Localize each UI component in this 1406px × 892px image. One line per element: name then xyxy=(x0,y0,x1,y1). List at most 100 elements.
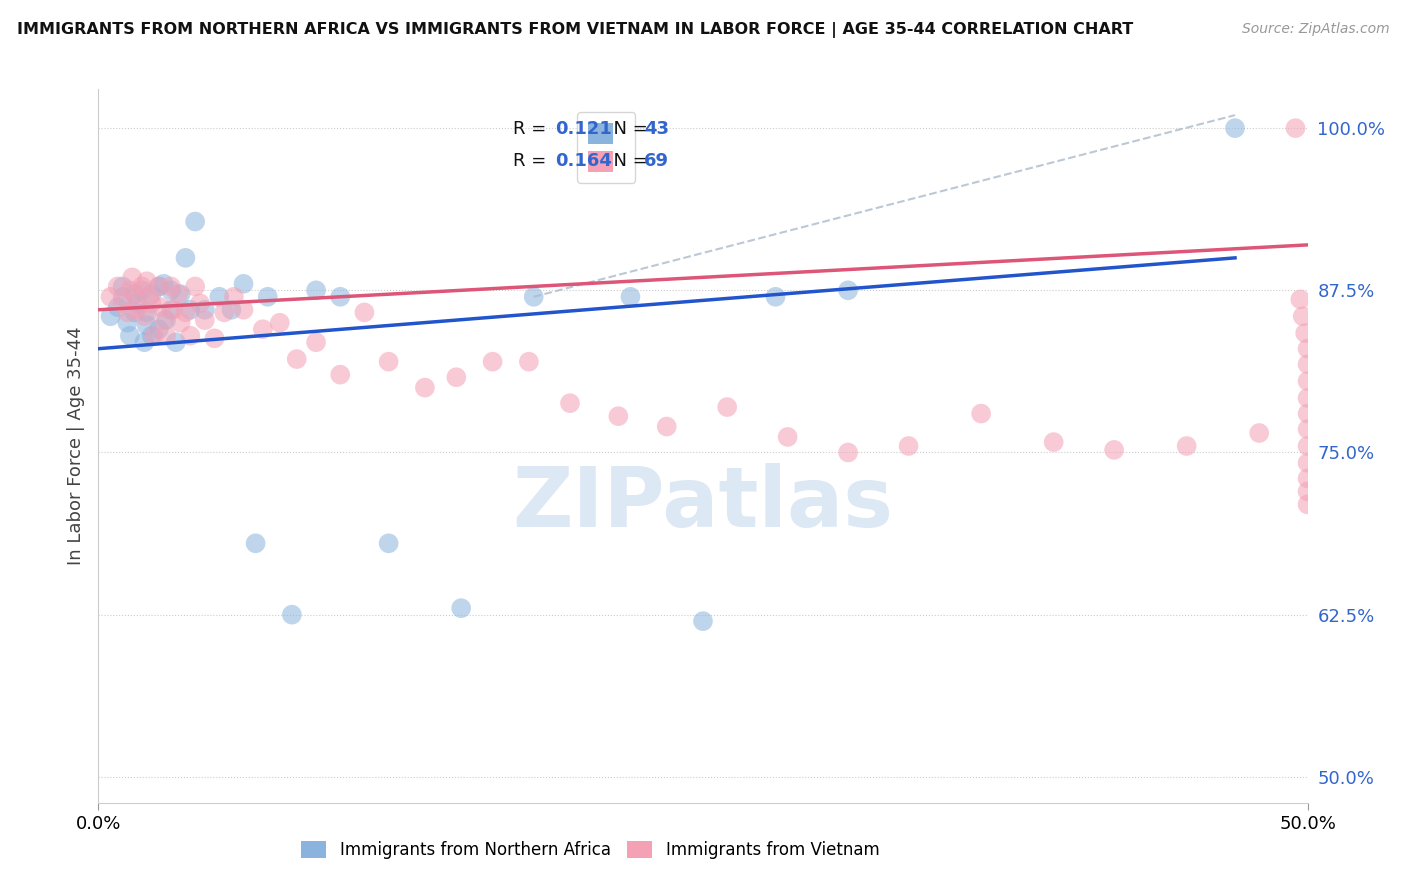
Point xyxy=(169,287,191,301)
Point xyxy=(305,283,328,297)
Point xyxy=(716,400,738,414)
Point xyxy=(124,305,146,319)
Point xyxy=(138,290,160,304)
Point xyxy=(155,328,177,343)
Point xyxy=(285,352,308,367)
Point xyxy=(619,290,641,304)
Point xyxy=(160,279,183,293)
Point xyxy=(446,370,468,384)
Text: 0.164: 0.164 xyxy=(555,152,612,169)
Point xyxy=(179,302,201,317)
Y-axis label: In Labor Force | Age 35-44: In Labor Force | Age 35-44 xyxy=(66,326,84,566)
Point xyxy=(135,274,157,288)
Point xyxy=(1296,439,1319,453)
Point xyxy=(1284,121,1306,136)
Point xyxy=(1296,407,1319,421)
Point xyxy=(107,300,129,314)
Point xyxy=(107,279,129,293)
Point xyxy=(1296,422,1319,436)
Point xyxy=(165,335,187,350)
Text: N =: N = xyxy=(602,152,654,169)
Point xyxy=(281,607,304,622)
Point xyxy=(141,328,163,343)
Point xyxy=(1292,310,1315,324)
Point xyxy=(160,302,183,317)
Point xyxy=(1296,471,1319,485)
Point xyxy=(517,354,540,368)
Text: R =: R = xyxy=(513,152,553,169)
Legend: , : , xyxy=(578,112,636,183)
Point xyxy=(481,354,503,368)
Text: 69: 69 xyxy=(644,152,669,169)
Point xyxy=(141,287,163,301)
Point xyxy=(837,445,859,459)
Point xyxy=(111,296,134,310)
Point xyxy=(523,290,546,304)
Point xyxy=(121,270,143,285)
Point xyxy=(174,305,197,319)
Point xyxy=(194,313,217,327)
Point xyxy=(1042,435,1064,450)
Point xyxy=(131,279,153,293)
Point xyxy=(1296,456,1319,470)
Point xyxy=(222,290,245,304)
Point xyxy=(111,279,134,293)
Point xyxy=(169,316,191,330)
Point xyxy=(184,279,207,293)
Point xyxy=(162,302,184,317)
Point xyxy=(174,251,197,265)
Point xyxy=(897,439,920,453)
Point xyxy=(184,214,207,228)
Point xyxy=(167,287,190,301)
Point xyxy=(131,283,153,297)
Point xyxy=(970,407,993,421)
Point xyxy=(100,310,122,324)
Text: R =: R = xyxy=(513,120,553,138)
Point xyxy=(1296,391,1319,405)
Point xyxy=(245,536,267,550)
Point xyxy=(148,322,170,336)
Point xyxy=(212,305,235,319)
Text: 43: 43 xyxy=(644,120,669,138)
Point xyxy=(152,313,174,327)
Point xyxy=(1296,497,1319,511)
Point xyxy=(141,296,163,310)
Point xyxy=(377,536,399,550)
Point xyxy=(179,328,201,343)
Point xyxy=(160,283,183,297)
Point xyxy=(155,313,177,327)
Text: Source: ZipAtlas.com: Source: ZipAtlas.com xyxy=(1241,22,1389,37)
Point xyxy=(127,302,149,317)
Point xyxy=(117,316,139,330)
Point xyxy=(208,290,231,304)
Point xyxy=(134,335,156,350)
Point xyxy=(1294,326,1316,340)
Point xyxy=(1223,121,1246,136)
Point xyxy=(221,302,243,317)
Point xyxy=(305,335,328,350)
Point xyxy=(655,419,678,434)
Point xyxy=(353,305,375,319)
Point xyxy=(1296,357,1319,371)
Point xyxy=(134,310,156,324)
Point xyxy=(100,290,122,304)
Point xyxy=(118,328,141,343)
Point xyxy=(1249,425,1271,440)
Point xyxy=(1296,374,1319,388)
Point xyxy=(118,283,141,297)
Text: 0.121: 0.121 xyxy=(555,120,612,138)
Point xyxy=(413,381,436,395)
Point xyxy=(1296,342,1319,356)
Point xyxy=(1289,293,1312,307)
Text: ZIPatlas: ZIPatlas xyxy=(513,463,893,543)
Text: N =: N = xyxy=(602,120,654,138)
Point xyxy=(252,322,274,336)
Point xyxy=(256,290,278,304)
Point xyxy=(232,302,254,317)
Point xyxy=(117,305,139,319)
Point xyxy=(135,318,157,333)
Point xyxy=(194,302,217,317)
Point xyxy=(152,277,174,291)
Point xyxy=(837,283,859,297)
Point xyxy=(127,296,149,310)
